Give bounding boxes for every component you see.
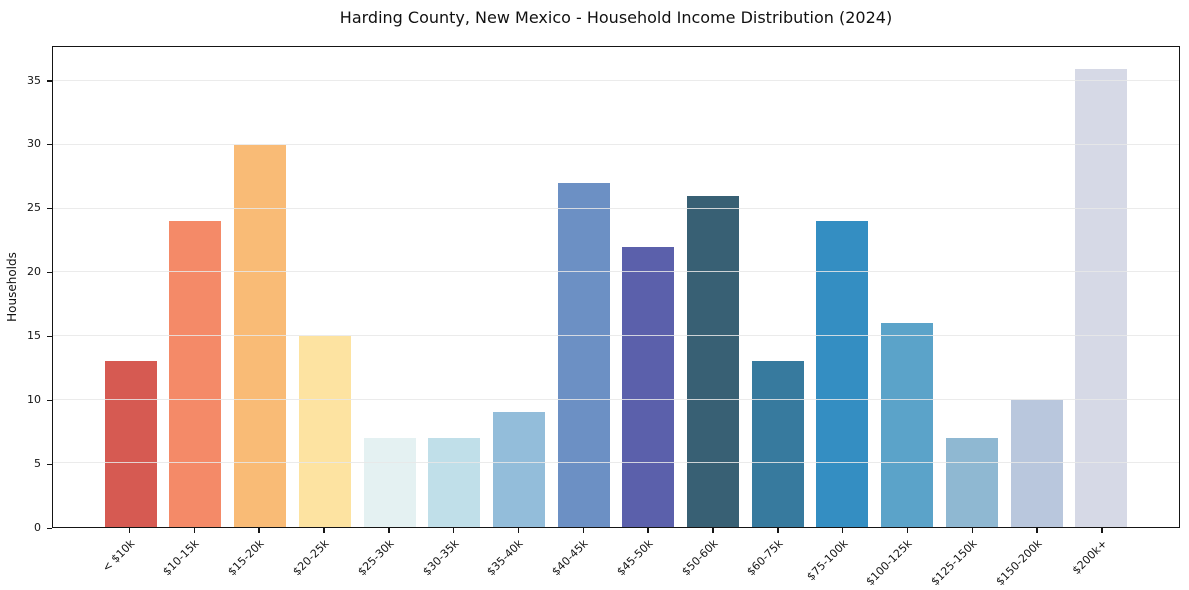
x-tick-mark <box>193 528 196 533</box>
x-tick-mark <box>712 528 714 533</box>
bar <box>363 437 416 527</box>
x-tick-mark <box>128 528 131 533</box>
gridline <box>53 80 1179 82</box>
y-tick-label: 30 <box>27 137 41 151</box>
bar <box>557 183 610 527</box>
x-tick-mark <box>388 528 390 533</box>
bar <box>622 246 675 527</box>
bar <box>298 336 351 527</box>
x-tick-mark <box>452 528 455 533</box>
x-tick-label: $125-150k <box>928 537 980 589</box>
x-tick-label: $15-20k <box>225 537 267 579</box>
bar <box>751 361 804 527</box>
y-tick-mark <box>47 335 52 338</box>
y-tick-mark <box>47 527 52 529</box>
y-tick-mark <box>47 143 52 146</box>
y-tick-mark <box>47 463 52 466</box>
gridline <box>53 271 1179 273</box>
y-tick-mark <box>47 271 52 274</box>
bar <box>1075 68 1128 527</box>
x-tick-mark <box>906 528 909 533</box>
bar <box>1010 399 1063 527</box>
x-tick-label: < $10k <box>99 537 137 575</box>
y-tick-label: 15 <box>27 329 41 343</box>
bar <box>428 437 481 527</box>
gridline <box>53 144 1179 146</box>
bar <box>492 412 545 527</box>
y-axis: 0 5 10 15 20 25 30 35 <box>0 46 52 534</box>
bar <box>881 323 934 527</box>
bar <box>169 221 222 527</box>
x-tick-mark <box>1101 528 1103 533</box>
x-tick-mark <box>517 528 520 533</box>
gridline <box>53 398 1179 400</box>
x-tick-label: $150-200k <box>993 537 1045 589</box>
y-tick-label: 20 <box>27 265 41 279</box>
x-tick-label: $60-75k <box>743 537 786 579</box>
x-tick-mark <box>647 528 649 533</box>
x-tick-mark <box>971 528 974 533</box>
x-tick-label: $75-100k <box>803 537 851 584</box>
y-tick-label: 35 <box>27 73 41 87</box>
x-tick-label: $30-35k <box>419 537 462 579</box>
x-axis: < $10k $10-15k $15-20k $20-25k $25-30k $30-35… <box>52 528 1180 590</box>
x-tick-mark <box>1036 528 1038 533</box>
y-tick-label: 5 <box>34 457 41 471</box>
x-tick-label: $40-45k <box>549 537 591 579</box>
gridline <box>53 335 1179 337</box>
x-tick-label: $35-40k <box>484 537 526 579</box>
x-tick-mark <box>582 528 585 533</box>
x-tick-label: $100-125k <box>863 537 915 589</box>
x-tick-label: $50-60k <box>679 537 721 579</box>
x-tick-label: $45-50k <box>614 537 656 579</box>
y-tick-mark <box>47 399 52 402</box>
y-tick-mark <box>47 207 52 210</box>
y-tick-mark <box>47 80 52 82</box>
bar <box>945 437 998 527</box>
x-tick-mark <box>777 528 779 533</box>
bar <box>104 361 157 527</box>
bar <box>816 221 869 527</box>
y-tick-label: 0 <box>34 521 41 534</box>
x-tick-label: $20-25k <box>290 537 332 579</box>
gridline <box>53 207 1179 209</box>
x-tick-mark <box>841 528 844 533</box>
x-tick-label: $25-30k <box>355 537 397 579</box>
y-tick-label: 25 <box>27 201 41 215</box>
x-tick-label: $200k+ <box>1069 537 1110 578</box>
x-tick-mark <box>258 528 260 533</box>
chart-title: Harding County, New Mexico - Household I… <box>339 8 893 27</box>
bar <box>687 195 740 527</box>
x-tick-mark <box>323 528 325 533</box>
plot-area <box>52 46 1180 528</box>
y-tick-label: 10 <box>27 393 41 407</box>
x-tick-label: $10-15k <box>160 537 202 579</box>
gridline <box>53 462 1179 464</box>
